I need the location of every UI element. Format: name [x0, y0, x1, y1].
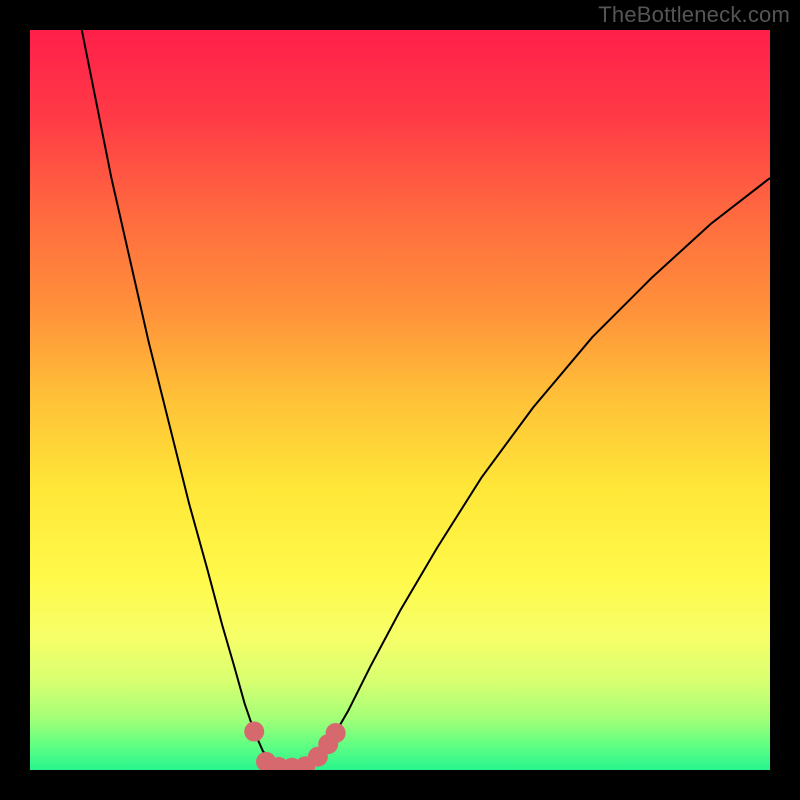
highlight-marker [244, 722, 264, 742]
bottleneck-plot [0, 0, 800, 800]
chart-container: TheBottleneck.com [0, 0, 800, 800]
highlight-marker [326, 723, 346, 743]
gradient-background [30, 30, 770, 770]
watermark-text: TheBottleneck.com [598, 2, 790, 28]
